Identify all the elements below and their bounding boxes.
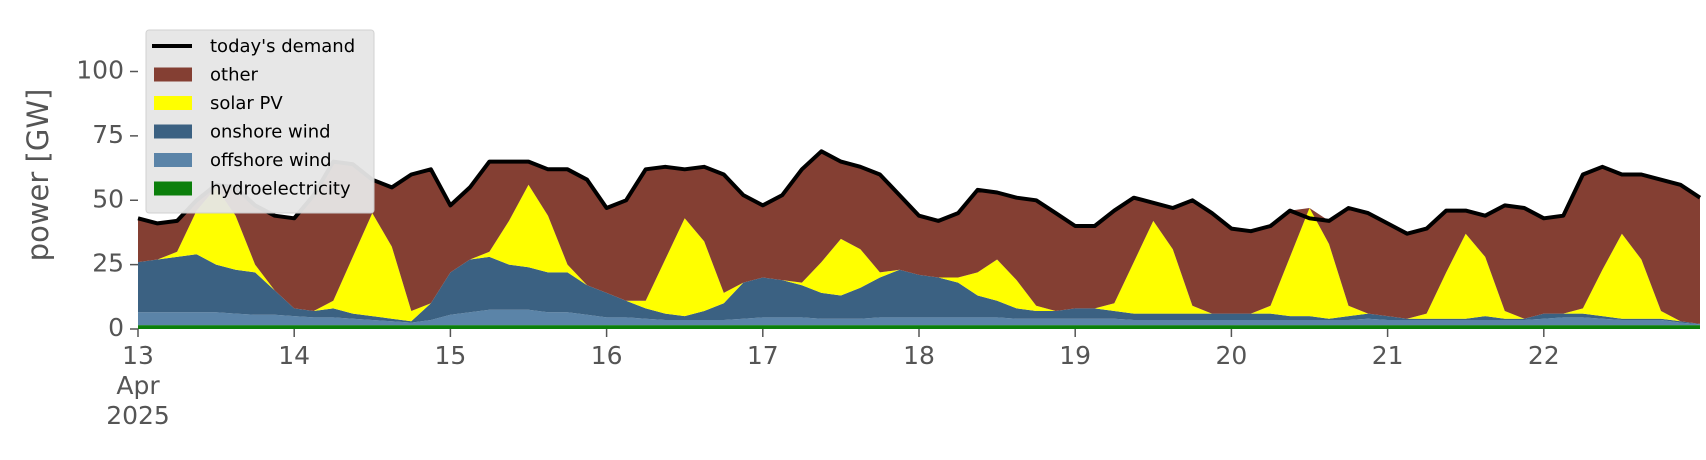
x-tick-label: 17 — [746, 341, 779, 370]
legend-box — [145, 29, 375, 214]
x-tick-label: 16 — [590, 341, 623, 370]
legend-swatch — [154, 181, 192, 196]
plot-area — [137, 149, 1702, 329]
x-tick-label: 14 — [278, 341, 311, 370]
x-tick-label: 13 Apr 2025 — [106, 341, 170, 430]
y-tick-label: 100 — [76, 56, 124, 85]
area — [138, 254, 1700, 325]
y-axis-label: power [GW] — [21, 89, 55, 262]
legend-label: solar PV — [210, 93, 283, 114]
area — [138, 325, 1700, 329]
legend-label: today's demand — [210, 36, 355, 57]
x-tick-label: 15 — [434, 341, 467, 370]
legend-swatch — [154, 67, 192, 82]
legend-label: hydroelectricity — [210, 179, 351, 200]
y-tick-label: 50 — [92, 184, 124, 213]
line — [137, 149, 1702, 236]
legend-swatch — [154, 96, 192, 110]
area — [138, 309, 1700, 326]
legend-swatch — [154, 153, 192, 167]
y-tick-label: 25 — [92, 249, 124, 278]
y-tick-label: 75 — [92, 120, 124, 149]
x-tick-label: 21 — [1371, 341, 1404, 370]
area — [138, 151, 1700, 324]
legend-label: onshore wind — [210, 122, 331, 143]
legend-label: other — [210, 65, 259, 86]
legend-swatch — [154, 124, 192, 139]
legend-label: offshore wind — [210, 150, 332, 171]
x-tick-label: 18 — [903, 341, 935, 370]
x-tick-label: 20 — [1215, 341, 1248, 370]
x-tick-label: 22 — [1527, 341, 1560, 370]
y-tick-label: 0 — [108, 313, 124, 342]
x-tick-label: 19 — [1059, 341, 1092, 370]
legend: today's demand other solar PV onshore wind o… — [145, 29, 375, 214]
